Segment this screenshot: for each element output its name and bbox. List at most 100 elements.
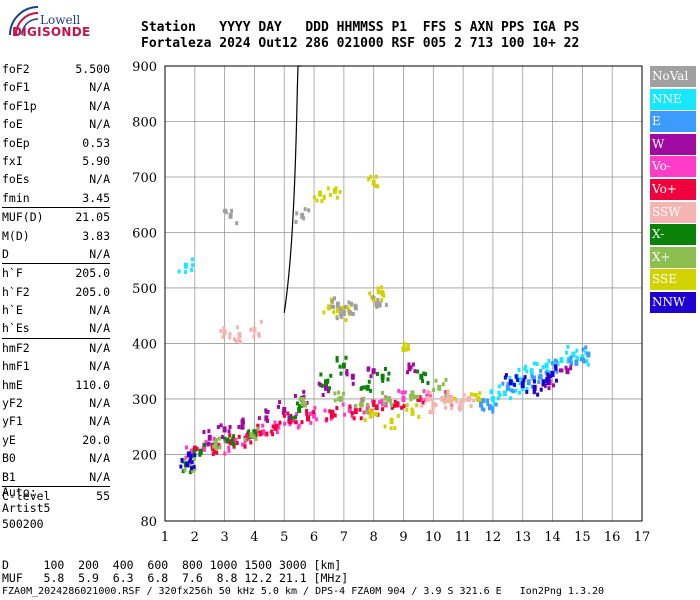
echo-point bbox=[330, 299, 334, 304]
echo-point bbox=[407, 365, 412, 372]
echo-point bbox=[295, 412, 299, 417]
x-tick-label: 2 bbox=[191, 530, 199, 545]
echo-point bbox=[181, 469, 185, 474]
echo-point bbox=[476, 395, 481, 402]
echo-point bbox=[579, 357, 583, 362]
echo-point bbox=[329, 192, 333, 197]
param-separator bbox=[2, 207, 110, 209]
legend-item-x-: X+ bbox=[650, 246, 696, 268]
param-value: 21.05 bbox=[75, 210, 110, 225]
auto-code: 500200 bbox=[2, 517, 44, 531]
echo-point bbox=[569, 355, 573, 360]
echo-point bbox=[555, 359, 559, 364]
echo-point bbox=[558, 368, 562, 373]
echo-point bbox=[497, 390, 501, 395]
echo-point bbox=[282, 413, 286, 418]
echo-point bbox=[193, 467, 197, 472]
echo-point bbox=[281, 410, 285, 415]
echo-point bbox=[338, 364, 342, 369]
echo-point bbox=[339, 312, 343, 317]
echo-point bbox=[525, 386, 529, 391]
echo-point bbox=[566, 344, 570, 349]
echo-point bbox=[228, 424, 232, 429]
echo-point bbox=[491, 397, 495, 402]
echo-point bbox=[429, 396, 433, 401]
echo-point bbox=[294, 219, 298, 224]
echo-point bbox=[192, 464, 196, 469]
echo-point bbox=[465, 397, 469, 402]
echo-point bbox=[203, 446, 207, 451]
y-tick-label: 400 bbox=[132, 337, 157, 352]
echo-point bbox=[431, 410, 435, 415]
echo-point bbox=[545, 376, 549, 381]
echo-point bbox=[383, 424, 387, 429]
echo-point bbox=[554, 364, 558, 369]
echo-point bbox=[190, 267, 194, 272]
param-row: hmF2 N/A bbox=[2, 339, 110, 357]
echo-point bbox=[230, 208, 234, 213]
echo-point bbox=[271, 432, 275, 437]
echo-point bbox=[472, 398, 476, 403]
echo-point bbox=[235, 325, 239, 330]
echo-point bbox=[360, 397, 364, 402]
echo-point bbox=[329, 412, 334, 419]
echo-point bbox=[404, 347, 408, 352]
echo-point bbox=[514, 388, 518, 393]
param-value: N/A bbox=[89, 414, 110, 429]
echo-point bbox=[371, 295, 375, 300]
echo-point bbox=[372, 402, 376, 407]
echo-point bbox=[370, 409, 374, 414]
echo-point bbox=[212, 436, 216, 441]
echo-point bbox=[232, 337, 236, 342]
echo-point bbox=[231, 441, 235, 446]
echo-point bbox=[223, 436, 227, 441]
echo-point bbox=[320, 383, 324, 388]
echo-point bbox=[543, 383, 547, 388]
echo-point bbox=[244, 433, 248, 438]
x-tick-label: 6 bbox=[310, 530, 318, 545]
echo-point bbox=[307, 208, 311, 213]
echo-point bbox=[376, 297, 380, 302]
echo-point bbox=[266, 409, 270, 414]
echo-point bbox=[335, 406, 339, 411]
echo-point bbox=[227, 449, 231, 454]
echo-point bbox=[237, 332, 242, 339]
echo-point bbox=[441, 382, 445, 387]
param-separator bbox=[2, 337, 110, 339]
echo-point bbox=[190, 460, 194, 465]
echo-point bbox=[584, 350, 588, 355]
param-name: h`F bbox=[2, 266, 23, 281]
echo-point bbox=[375, 371, 379, 376]
echo-point bbox=[371, 179, 376, 186]
legend-item-nne: NNE bbox=[650, 88, 696, 110]
echo-point bbox=[204, 441, 208, 446]
echo-point bbox=[247, 429, 251, 434]
echo-point bbox=[346, 307, 350, 312]
echo-point bbox=[332, 304, 336, 309]
echo-point bbox=[482, 407, 486, 412]
x-tick-label: 12 bbox=[485, 530, 502, 545]
echo-point bbox=[564, 365, 568, 370]
param-name: hmF1 bbox=[2, 359, 30, 374]
echo-point bbox=[419, 397, 423, 402]
echo-point bbox=[225, 437, 230, 444]
echo-point bbox=[510, 388, 514, 393]
echo-point bbox=[237, 434, 241, 439]
echo-point bbox=[322, 194, 326, 199]
echo-point bbox=[440, 395, 445, 402]
echo-point bbox=[460, 398, 464, 403]
x-tick-label: 7 bbox=[340, 530, 348, 545]
param-row: h`Es N/A bbox=[2, 319, 110, 337]
echo-point bbox=[390, 405, 394, 410]
legend-item-e: E bbox=[650, 111, 696, 133]
param-value: 205.0 bbox=[75, 266, 110, 281]
param-row: yE 20.0 bbox=[2, 431, 110, 449]
echo-point bbox=[188, 461, 193, 468]
echo-point bbox=[237, 425, 241, 430]
echo-point bbox=[351, 381, 355, 386]
param-row: yF1 N/A bbox=[2, 412, 110, 430]
echo-point bbox=[257, 331, 261, 336]
echo-point bbox=[241, 420, 245, 425]
echo-point bbox=[179, 464, 183, 469]
echo-point bbox=[428, 410, 432, 415]
